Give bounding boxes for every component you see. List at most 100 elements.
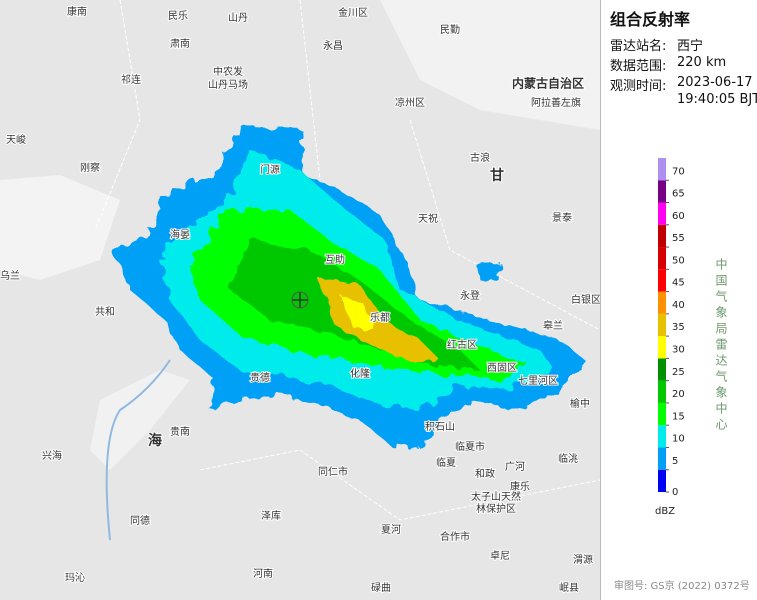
label: 观测时间: [610,79,667,94]
legend-swatch [658,425,666,448]
place-label: 天祝 [418,212,438,225]
place-label: 乐都 [370,312,390,324]
tick-label: 20 [672,389,685,400]
place-label: 贵南 [170,425,190,438]
place-label: 碌曲 [371,582,391,594]
place-label: 皋兰 [543,319,563,332]
radar-site [292,292,308,308]
legend-swatch [658,358,666,381]
place-label: 和政 [475,467,495,480]
place-label: 海晏 [170,228,190,241]
tick-label: 35 [672,322,685,333]
place-label: 康乐 [510,480,530,493]
tick-label: 0 [672,487,678,498]
value: 2023-06-17 [677,75,753,90]
legend-swatch [658,447,666,470]
tick-label: 15 [672,411,685,422]
tick-label: 65 [672,189,685,200]
legend-swatch [658,313,666,337]
basin [0,175,120,280]
desert [380,0,600,130]
label: 雷达站名: [610,39,667,54]
tick-label: 30 [672,344,685,355]
place-label: 林保护区 [476,502,516,515]
place-label: 贵德 [250,371,270,384]
tick-label: 25 [672,367,685,378]
legend-swatch [658,180,666,203]
place-label: 兴海 [42,449,62,462]
legend-swatch [658,158,666,181]
place-label: 天峻 [6,133,26,146]
place-label: 化隆 [350,367,370,380]
place-label: 民乐 [168,10,188,22]
place-label: 门源 [260,163,280,176]
tick-label: 60 [672,211,685,222]
place-label: 中农发 [213,65,243,78]
legend-swatch [658,380,666,403]
place-label: 祁连 [121,73,141,86]
legend: 0 5 10 15 20 25 30 35 40 45 50 55 60 65 70 dBZ [655,158,685,517]
legend-swatch [658,469,666,492]
credit: 中国气象局雷达气象中心 [714,258,728,434]
place-label: 合作市 [440,530,470,543]
place-label: 同仁市 [318,465,348,478]
place-label: 太子山天然 [471,490,521,503]
place-label: 肃南 [170,37,190,50]
tick-label: 45 [672,278,685,289]
title: 组合反射率 [610,10,691,29]
legend-swatch [658,247,666,270]
boundary [94,0,600,521]
place-label: 刚察 [80,161,100,174]
place-label: 永登 [460,289,480,302]
legend-swatch [658,402,666,426]
place-label: 景泰 [552,211,572,224]
legend-swatch [658,291,666,314]
place-label: 乌兰 [0,269,20,282]
legend-unit: dBZ [655,506,675,517]
place-label: 康南 [67,5,87,18]
place-label: 山丹马场 [208,78,248,91]
place-label: 民勤 [440,23,460,36]
legend-swatch [658,202,666,225]
place-label: 海 [148,432,162,449]
place-label: 渭源 [573,553,593,566]
place-label: 岷县 [559,582,579,594]
place-label: 夏河 [381,524,401,536]
legend-swatch [658,336,666,359]
place-label: 临夏市 [455,440,485,453]
place-label: 古浪 [470,151,490,164]
place-label: 七里河区 [518,375,558,387]
legend-swatch [658,269,666,292]
echo [112,125,585,450]
place-label: 甘 [490,167,504,184]
place-label: 红古区 [447,338,477,351]
place-label: 金川区 [338,6,368,19]
place-label: 山丹 [228,12,248,24]
value: 19:40:05 BJT [677,92,757,107]
approval-number: 审图号: GS京 (2022) 0372号 [614,581,750,592]
basin [90,370,190,470]
place-label: 积石山 [425,421,455,433]
place-label: 永昌 [323,39,343,52]
legend-swatch [658,224,666,248]
place-label: 卓尼 [490,550,510,562]
value: 西宁 [677,39,704,54]
label: 数据范围: [610,59,667,74]
place-label: 内蒙古自治区 [512,76,584,91]
place-label: 共和 [95,306,115,318]
place-label: 西固区 [487,362,517,374]
place-label: 泽库 [261,509,281,522]
tick-label: 55 [672,233,685,244]
tick-label: 70 [672,166,685,177]
place-label: 互助 [325,253,345,266]
place-label: 临夏 [436,456,456,469]
place-label: 凉州区 [395,96,425,109]
river [105,359,171,541]
place-label: 玛沁 [65,572,85,584]
value: 220 km [677,55,727,70]
tick-label: 10 [672,434,685,445]
echo-area [475,262,500,280]
place-label: 阿拉善左旗 [531,96,581,109]
